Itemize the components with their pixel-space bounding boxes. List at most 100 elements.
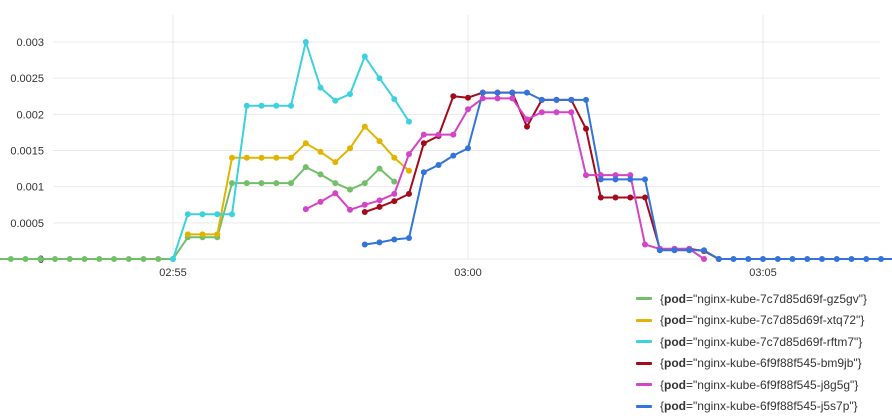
data-point	[450, 131, 457, 138]
legend-swatch	[636, 383, 652, 387]
data-point	[155, 256, 162, 262]
x-tick-label: 03:05	[749, 267, 777, 279]
data-point	[553, 109, 560, 116]
data-point	[243, 154, 250, 161]
legend-item[interactable]: {pod="nginx-kube-6f9f88f545-bm9jb"}	[636, 353, 892, 375]
data-point	[199, 211, 206, 218]
data-point	[229, 154, 235, 161]
data-point	[760, 256, 766, 262]
data-point	[96, 256, 103, 262]
data-point	[420, 140, 427, 147]
data-point	[273, 102, 280, 109]
data-point	[317, 198, 324, 205]
data-point	[715, 256, 722, 262]
data-point	[686, 247, 693, 254]
data-point	[302, 164, 309, 171]
data-point	[125, 256, 132, 262]
data-point	[184, 211, 191, 218]
data-point	[627, 172, 634, 179]
data-point	[597, 172, 604, 179]
data-point	[848, 256, 855, 262]
data-point	[465, 94, 471, 101]
y-tick-label: 0.002	[16, 109, 44, 121]
data-point	[538, 109, 545, 116]
data-point	[391, 236, 398, 243]
legend-item[interactable]: {pod="nginx-kube-7c7d85d69f-rftm7"}	[636, 331, 892, 353]
data-point	[701, 247, 707, 254]
data-point	[627, 194, 634, 201]
y-tick-label: 0.003	[16, 37, 44, 49]
data-point	[465, 145, 471, 152]
data-point	[258, 154, 265, 161]
legend-item[interactable]: {pod="nginx-kube-6f9f88f545-j5s7p"}	[636, 396, 892, 418]
data-point	[302, 39, 309, 45]
data-point	[612, 194, 619, 201]
data-point	[258, 102, 265, 109]
series-line-nginx-kube-6f9f88f545-j8g5g	[305, 97, 705, 260]
data-point	[273, 154, 280, 161]
data-point	[538, 96, 545, 103]
data-point	[642, 194, 648, 201]
chart-grid	[53, 15, 880, 260]
legend-item[interactable]: {pod="nginx-kube-6f9f88f545-j8g5g"}	[636, 374, 892, 396]
data-point	[863, 256, 870, 262]
data-point	[642, 241, 648, 248]
data-point	[583, 172, 589, 179]
legend-swatch	[636, 361, 652, 365]
data-point	[819, 256, 825, 262]
data-point	[406, 190, 412, 197]
chart-legend: {pod="nginx-kube-7c7d85d69f-gz5gv"} {pod=…	[636, 288, 892, 417]
data-point	[376, 165, 383, 172]
data-point	[450, 93, 457, 100]
data-point	[140, 256, 147, 262]
data-point	[317, 171, 324, 178]
data-point	[376, 239, 383, 246]
legend-item[interactable]: {pod="nginx-kube-7c7d85d69f-xtq72"}	[636, 310, 892, 332]
data-point	[524, 123, 530, 130]
data-point	[597, 176, 604, 183]
data-point	[376, 138, 383, 145]
data-point	[583, 96, 589, 103]
data-point	[568, 96, 575, 103]
data-point	[494, 89, 501, 96]
legend-item[interactable]: {pod="nginx-kube-7c7d85d69f-gz5gv"}	[636, 288, 892, 310]
series-points	[7, 39, 884, 262]
data-point	[243, 102, 250, 109]
data-point	[361, 241, 368, 248]
data-point	[583, 125, 589, 132]
y-tick-label: 0.0015	[10, 146, 44, 158]
series-line-nginx-kube-7c7d85d69f-xtq72	[187, 125, 410, 236]
data-point	[332, 190, 339, 197]
data-point	[111, 256, 117, 262]
data-point	[332, 97, 339, 104]
data-point	[347, 206, 353, 213]
data-point	[317, 84, 324, 91]
x-tick-label: 02:55	[159, 267, 187, 279]
data-point	[361, 201, 368, 208]
data-point	[804, 256, 811, 262]
data-point	[391, 178, 398, 185]
data-point	[509, 89, 516, 96]
data-point	[52, 256, 58, 262]
legend-swatch	[636, 318, 652, 322]
data-point	[37, 256, 44, 262]
data-point	[391, 154, 398, 161]
data-point	[391, 198, 398, 205]
data-point	[347, 186, 353, 193]
data-point	[509, 95, 516, 102]
data-point	[494, 95, 501, 102]
series-line-nginx-kube-6f9f88f545-bm9jb	[364, 91, 720, 260]
legend-swatch	[636, 297, 652, 301]
data-point	[288, 180, 294, 187]
legend-label: {pod="nginx-kube-6f9f88f545-j8g5g"}	[660, 377, 859, 392]
data-point	[435, 162, 442, 168]
data-point	[450, 152, 457, 159]
data-point	[258, 180, 265, 187]
data-point	[671, 247, 678, 254]
data-point	[479, 89, 486, 96]
data-point	[391, 190, 398, 197]
data-point	[214, 231, 221, 238]
data-point	[317, 148, 324, 155]
